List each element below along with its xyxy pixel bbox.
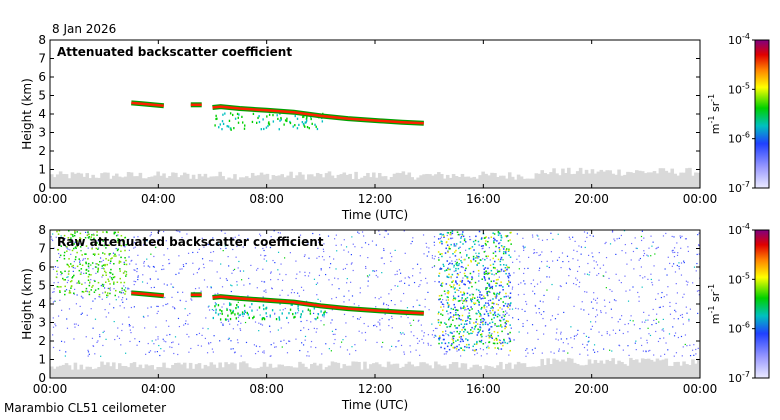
colorbar-tick-label: 10-4 (728, 222, 750, 237)
cloud-layer (212, 105, 424, 125)
x-tick-label: 00:00 (33, 192, 68, 206)
x-tick-label: 16:00 (466, 382, 501, 396)
x-tick-label: 04:00 (141, 382, 176, 396)
x-tick-label: 20:00 (574, 382, 609, 396)
cloud-layer (212, 295, 424, 315)
y-tick-label: 5 (38, 89, 46, 103)
y-tick-label: 6 (38, 70, 46, 84)
x-axis-label: Time (UTC) (341, 398, 408, 412)
colorbar-label: m-1 sr-1 (707, 94, 722, 134)
x-tick-label: 16:00 (466, 192, 501, 206)
y-tick-label: 2 (38, 144, 46, 158)
y-tick-label: 5 (38, 279, 46, 293)
plot-area (50, 230, 700, 378)
colorbar-scale (754, 229, 770, 379)
colorbar-label: m-1 sr-1 (707, 284, 722, 324)
y-tick-label: 3 (38, 316, 46, 330)
footer-label: Marambio CL51 ceilometer (4, 401, 167, 415)
y-tick-label: 8 (38, 33, 46, 47)
plot-background (50, 40, 700, 188)
panel-1: 0 1 2 3 4 5 6 7 8 00:00 04:00 08:00 12:00 16:00 20:00 0… (20, 32, 770, 222)
panel-title: Raw attenuated backscatter coefficient (57, 235, 324, 249)
y-axis-label: Height (km) (20, 268, 34, 339)
y-tick-label: 8 (38, 223, 46, 237)
y-tick-label: 7 (38, 242, 46, 256)
colorbar: 10-7 10-6 10-5 10-4 m-1 sr-1 (707, 32, 770, 195)
y-tick-label: 7 (38, 52, 46, 66)
panel-2: 0 1 2 3 4 5 6 7 8 00:00 04:00 08:00 12:00 16:00 20:00 0… (20, 222, 770, 412)
plot-area (50, 100, 700, 188)
cloud-layer (131, 291, 164, 297)
colorbar: 10-7 10-6 10-5 10-4 m-1 sr-1 (707, 222, 770, 385)
x-tick-label: 00:00 (33, 382, 68, 396)
y-tick-label: 1 (38, 163, 46, 177)
y-tick-label: 0 (38, 181, 46, 195)
colorbar-scale (754, 39, 770, 189)
colorbar-tick-label: 10-5 (728, 271, 750, 286)
x-tick-label: 12:00 (358, 382, 393, 396)
colorbar-tick-label: 10-4 (728, 32, 750, 47)
colorbar-tick-label: 10-5 (728, 81, 750, 96)
x-tick-label: 08:00 (249, 382, 284, 396)
panel-title: Attenuated backscatter coefficient (57, 45, 292, 59)
colorbar-tick-label: 10-7 (728, 370, 750, 385)
x-tick-label: 12:00 (358, 192, 393, 206)
y-tick-label: 2 (38, 334, 46, 348)
y-axis-label: Height (km) (20, 78, 34, 149)
y-tick-label: 1 (38, 353, 46, 367)
y-tick-label: 3 (38, 126, 46, 140)
date-label: 8 Jan 2026 (52, 22, 117, 36)
y-tick-label: 4 (38, 107, 46, 121)
x-tick-label: 00:00 (683, 382, 718, 396)
plot-background (50, 230, 700, 378)
colorbar-tick-label: 10-6 (728, 321, 750, 336)
colorbar-tick-label: 10-7 (728, 180, 750, 195)
y-tick-label: 4 (38, 297, 46, 311)
y-tick-label: 0 (38, 371, 46, 385)
x-axis-label: Time (UTC) (341, 208, 408, 222)
y-tick-label: 6 (38, 260, 46, 274)
x-tick-label: 00:00 (683, 192, 718, 206)
cloud-layer (131, 101, 164, 107)
x-tick-label: 20:00 (574, 192, 609, 206)
colorbar-tick-label: 10-6 (728, 131, 750, 146)
x-tick-label: 08:00 (249, 192, 284, 206)
x-tick-label: 04:00 (141, 192, 176, 206)
